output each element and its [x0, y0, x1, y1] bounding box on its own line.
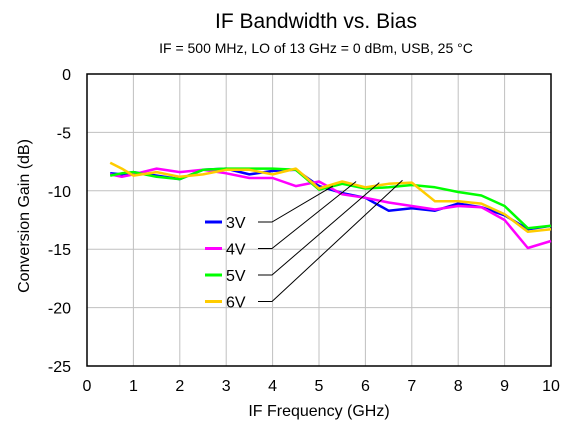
legend-label-5v: 5V: [226, 268, 246, 285]
x-tick-label: 2: [175, 378, 184, 395]
y-tick-label: -15: [48, 242, 71, 259]
series-group: [109, 161, 552, 250]
y-axis-label: Conversion Gain (dB): [16, 139, 33, 293]
legend-label-3v: 3V: [226, 215, 246, 232]
legend-label-6v: 6V: [226, 295, 246, 312]
legend-leader-line: [258, 182, 380, 276]
series-line-4v: [109, 167, 552, 250]
legend: 3V 4V 5V 6V: [205, 179, 403, 312]
series-line-5v: [109, 167, 552, 230]
x-tick-label: 3: [222, 378, 231, 395]
x-tick-label: 5: [315, 378, 324, 395]
x-tick-label: 1: [129, 378, 138, 395]
x-tick-label: 7: [407, 378, 416, 395]
y-tick-label: -20: [48, 301, 71, 318]
legend-leader-line: [258, 179, 403, 302]
x-tick-label: 8: [454, 378, 463, 395]
y-tick-label: -25: [48, 359, 71, 376]
y-axis-ticks: 0 -5 -10 -15 -20 -25: [48, 67, 71, 376]
gridlines: [87, 74, 551, 366]
legend-leader-line: [258, 185, 334, 223]
y-tick-label: -10: [48, 184, 71, 201]
y-tick-label: 0: [62, 67, 71, 84]
x-tick-label: 6: [361, 378, 370, 395]
legend-leader-line: [258, 181, 357, 249]
x-axis-ticks: 0 1 2 3 4 5 6 7 8 9 10: [83, 378, 560, 395]
x-tick-label: 4: [268, 378, 277, 395]
plot-frame: [86, 73, 552, 367]
series-line-6v: [109, 161, 552, 233]
chart-title: IF Bandwidth vs. Bias: [215, 10, 417, 33]
legend-label-4v: 4V: [226, 242, 246, 259]
chart-subtitle: IF = 500 MHz, LO of 13 GHz = 0 dBm, USB,…: [159, 40, 473, 56]
x-tick-label: 10: [542, 378, 560, 395]
x-tick-label: 9: [500, 378, 509, 395]
x-axis-label: IF Frequency (GHz): [248, 403, 389, 420]
x-tick-label: 0: [83, 378, 92, 395]
y-tick-label: -5: [57, 125, 71, 142]
